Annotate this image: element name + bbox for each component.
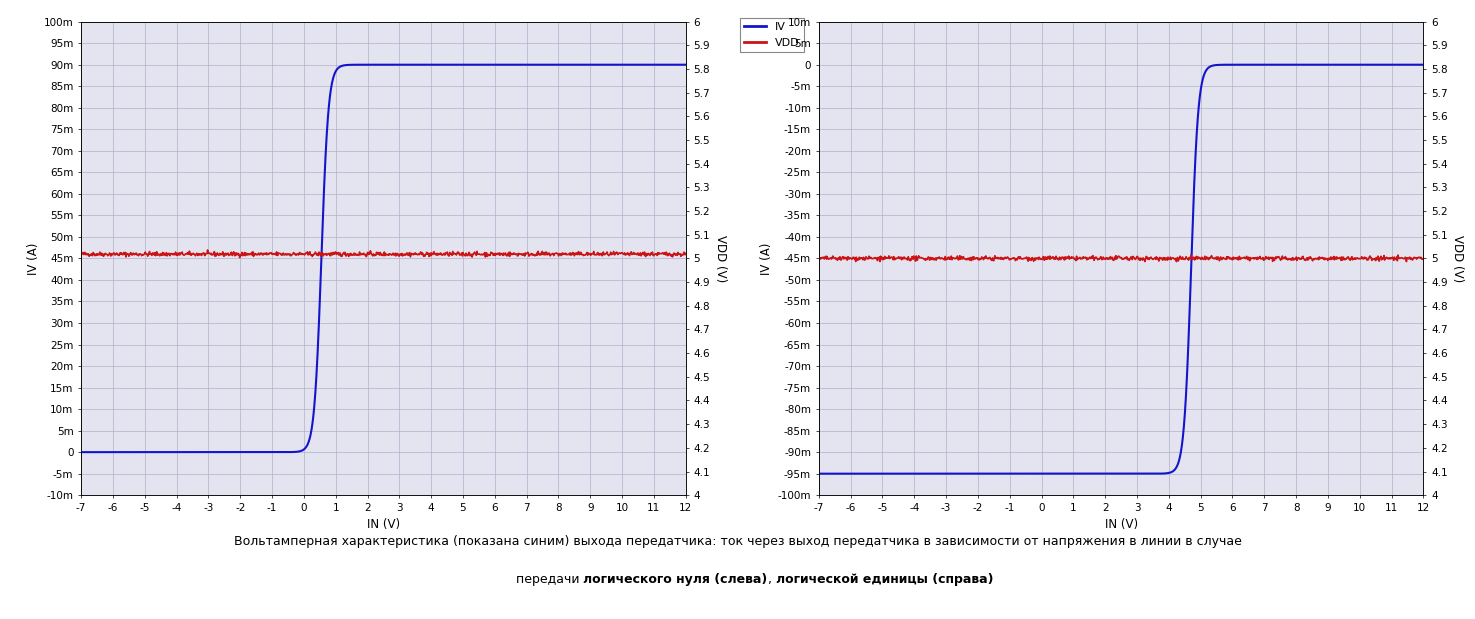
Text: Вольтамперная характеристика (показана синим) выхода передатчика: ток через выхо: Вольтамперная характеристика (показана с… bbox=[233, 535, 1242, 548]
X-axis label: IN (V): IN (V) bbox=[367, 518, 400, 531]
Y-axis label: IV (A): IV (A) bbox=[761, 242, 773, 275]
Text: логического нуля (слева): логического нуля (слева) bbox=[584, 573, 767, 586]
Y-axis label: IV (A): IV (A) bbox=[27, 242, 40, 275]
Y-axis label: VDD (V): VDD (V) bbox=[1451, 235, 1465, 282]
Text: логической единицы (справа): логической единицы (справа) bbox=[776, 573, 993, 586]
Legend: IV, VDD: IV, VDD bbox=[739, 18, 804, 52]
Y-axis label: VDD (V): VDD (V) bbox=[714, 235, 727, 282]
Text: ,: , bbox=[767, 573, 776, 586]
X-axis label: IN (V): IN (V) bbox=[1105, 518, 1137, 531]
Text: передачи: передачи bbox=[516, 573, 584, 586]
